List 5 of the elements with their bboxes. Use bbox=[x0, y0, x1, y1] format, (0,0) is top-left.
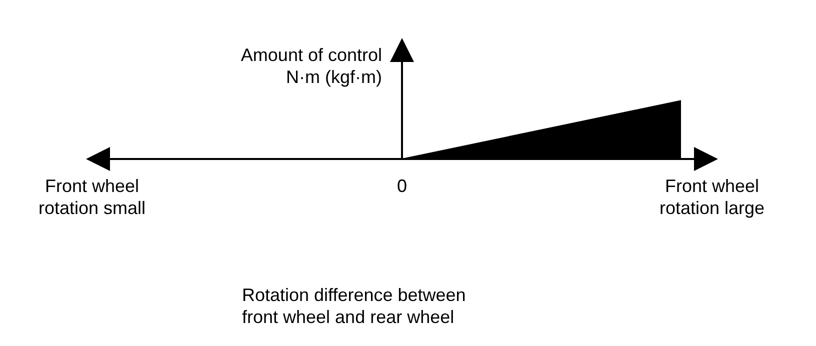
x-tick-label: Front wheel rotation small bbox=[38, 176, 146, 218]
x-axis-title: Rotation difference between front wheel and rear wheel bbox=[242, 285, 466, 327]
x-tick-label: Front wheel rotation large bbox=[659, 176, 765, 218]
y-axis-title: Amount of control N·m (kgf·m) bbox=[240, 45, 382, 87]
x-tick-label: 0 bbox=[396, 176, 408, 196]
